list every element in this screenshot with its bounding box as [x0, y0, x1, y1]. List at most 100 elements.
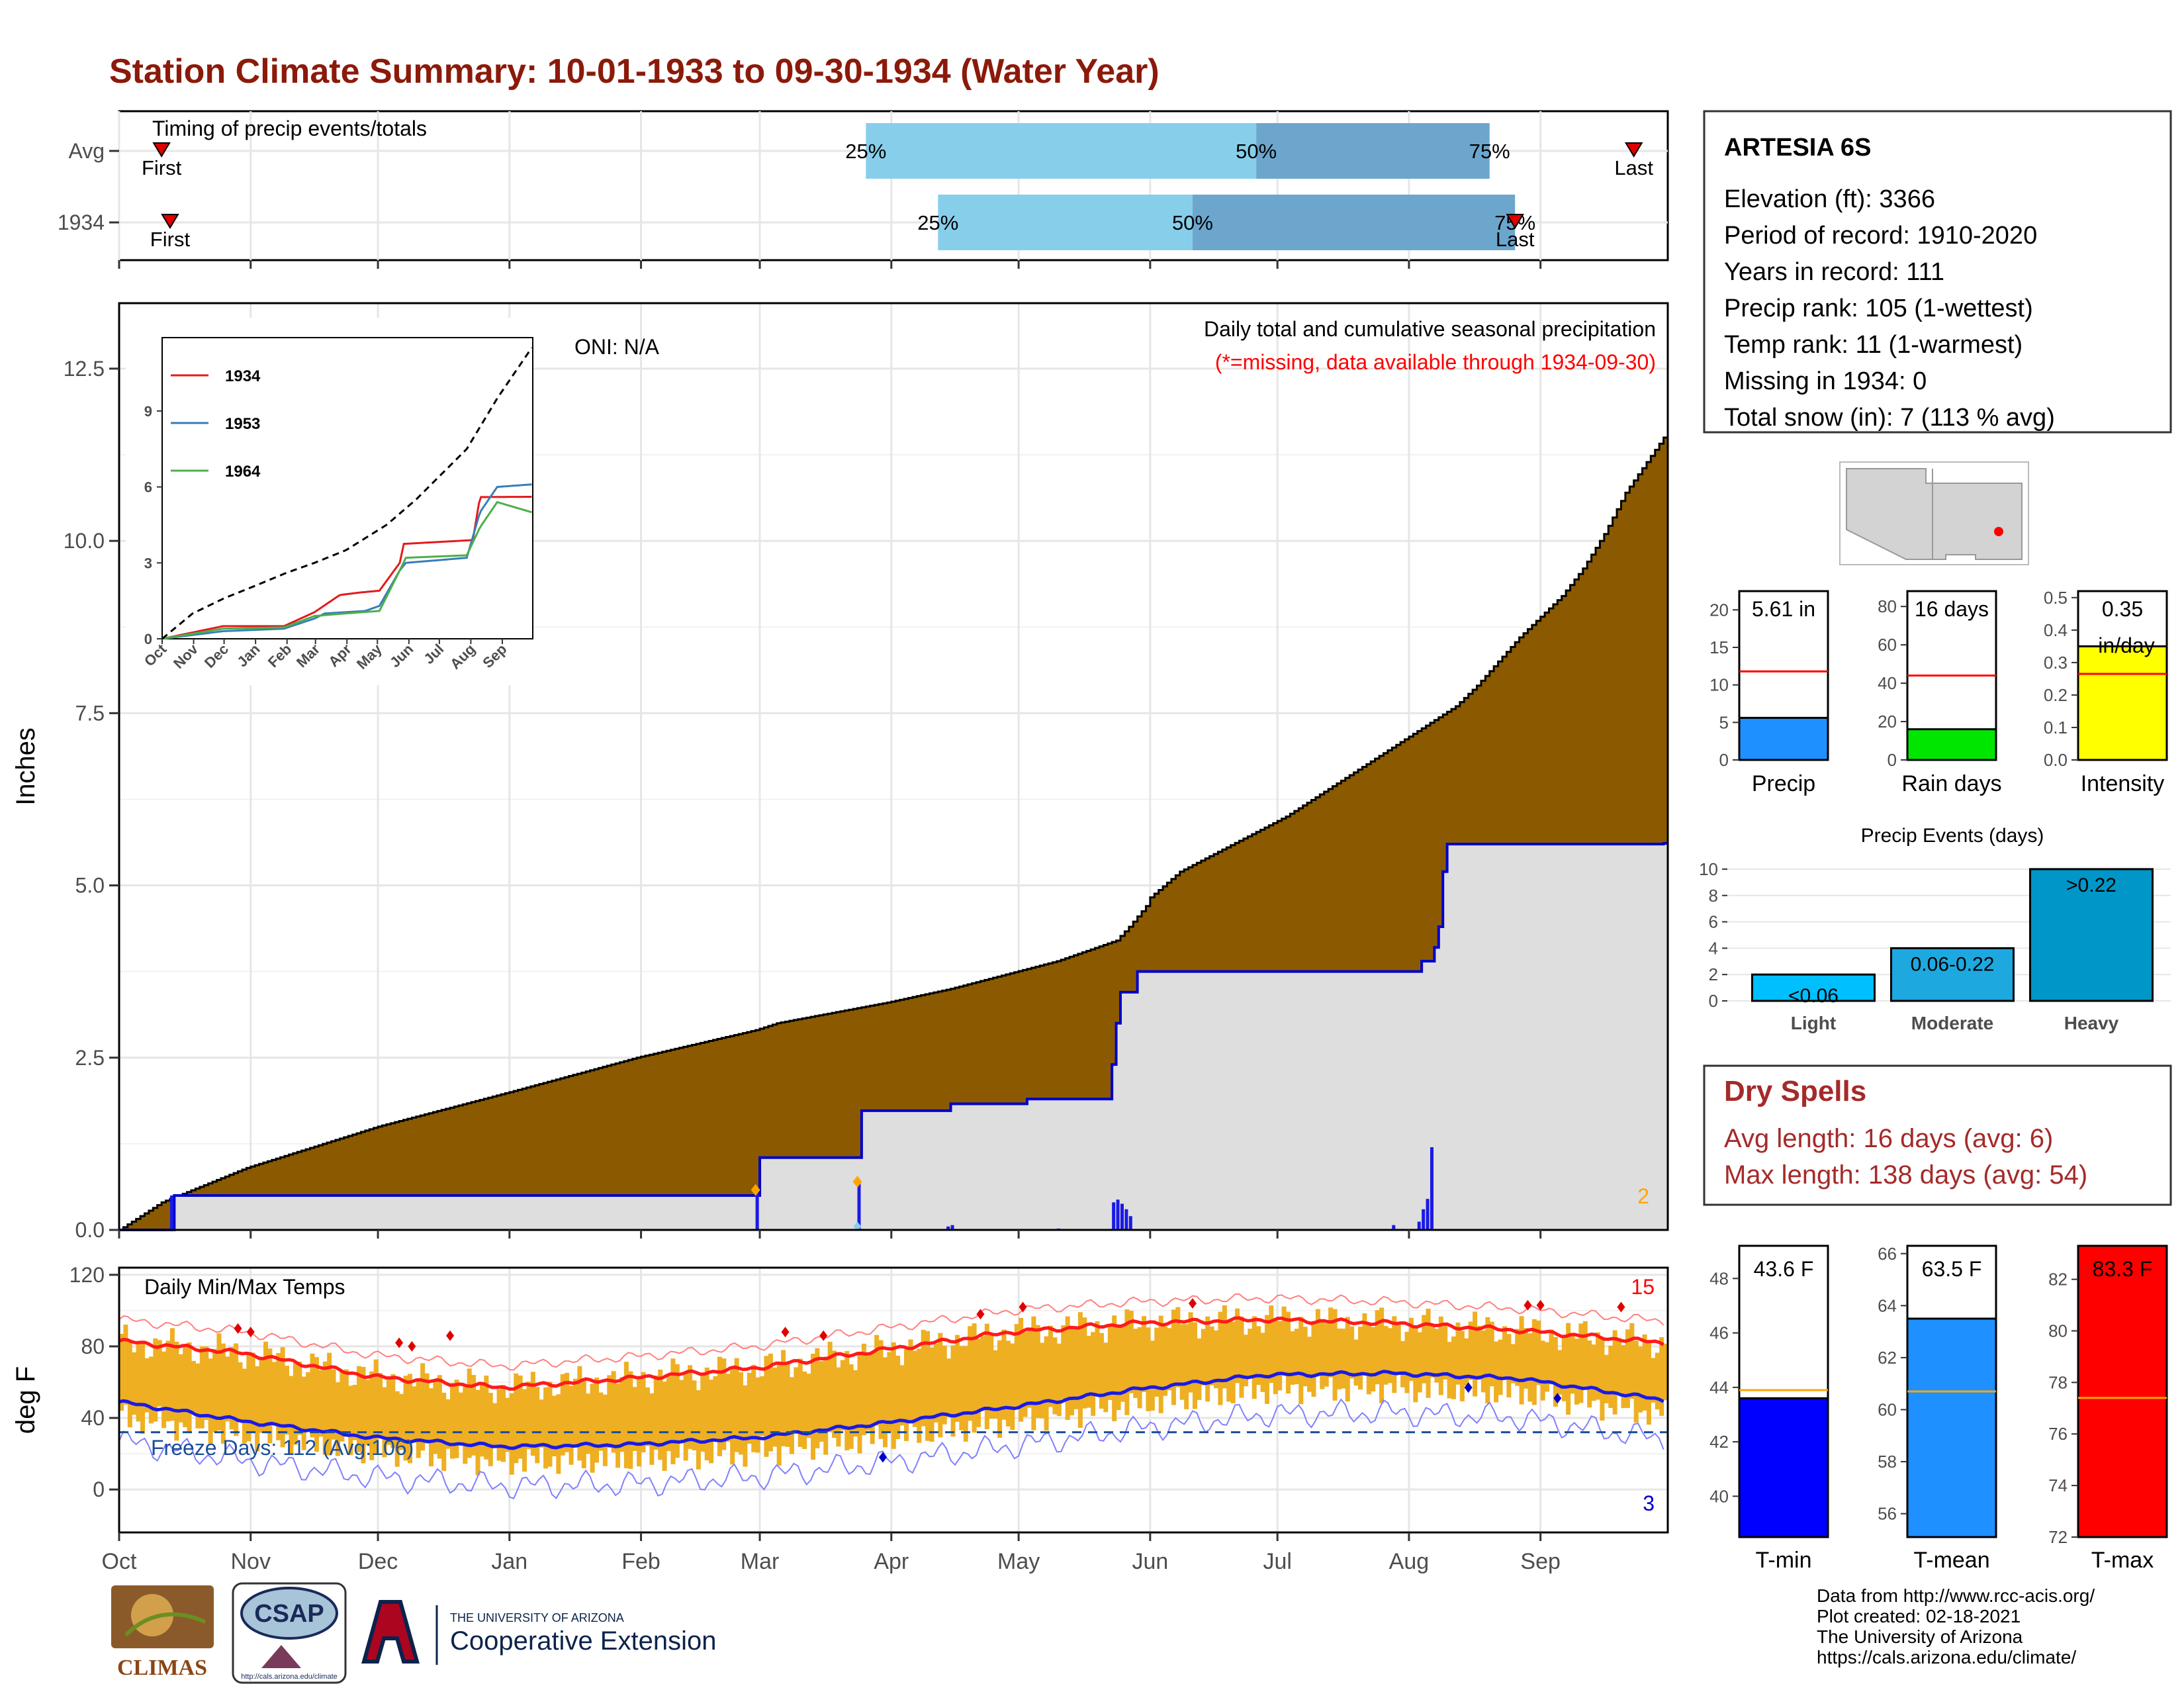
timing-bar-50-75: [1192, 195, 1516, 250]
normal-min-line: [118, 1370, 1664, 1450]
daily-temp-bar: [1459, 1331, 1465, 1401]
month-tick-label: Feb: [621, 1549, 660, 1574]
daily-temp-bar: [781, 1350, 786, 1446]
daily-precip-bar: [1116, 1199, 1120, 1230]
daily-temp-bar: [212, 1348, 218, 1432]
inset-series-1964: [161, 500, 532, 640]
daily-precip-bar: [1112, 1202, 1116, 1230]
precip-event-category: Light: [1791, 1013, 1836, 1033]
daily-temp-bar: [271, 1362, 277, 1425]
temp-chart-y-tick-label: 42: [1709, 1432, 1729, 1452]
daily-temp-bar: [1040, 1342, 1045, 1419]
daily-temp-bar: [1251, 1316, 1257, 1399]
daily-temp-bar: [776, 1362, 782, 1466]
daily-temp-bar: [607, 1375, 612, 1448]
daily-temp-bar: [225, 1356, 230, 1422]
daily-temp-bar: [178, 1354, 183, 1423]
mini-chart-y-tick-label: 0.5: [2044, 588, 2068, 608]
precip-y-tick-label: 7.5: [75, 701, 105, 725]
temp-y-tick-label: 120: [69, 1263, 105, 1287]
daily-temp-bar: [306, 1372, 311, 1432]
month-tick-label: Jul: [1263, 1549, 1291, 1574]
month-tick-label: Oct: [102, 1549, 137, 1574]
daily-temp-bar: [662, 1382, 667, 1472]
daily-temp-bar: [242, 1368, 247, 1444]
daily-precip-bar: [755, 1192, 759, 1230]
daily-temp-bar: [204, 1346, 209, 1421]
daily-temp-bar: [1387, 1328, 1392, 1383]
daily-temp-bar: [1023, 1332, 1028, 1417]
daily-temp-bar: [1561, 1337, 1567, 1401]
daily-temp-bar: [1642, 1334, 1647, 1411]
temp-panel: Daily Min/Max Temps Freeze Days: 112 (Av…: [11, 1263, 1669, 1574]
daily-temp-bar: [1086, 1336, 1091, 1408]
normal-max-line: [118, 1316, 1664, 1391]
daily-temp-bar: [1235, 1308, 1240, 1383]
precip-events-y-tick-label: 4: [1709, 938, 1718, 958]
daily-temp-bar: [1604, 1354, 1609, 1403]
station-info-line: Precip rank: 105 (1-wettest): [1724, 295, 2033, 322]
daily-temp-bar: [276, 1352, 281, 1440]
daily-precip-bar: [1422, 1209, 1426, 1230]
daily-temp-bar: [467, 1368, 472, 1458]
daily-temp-bar: [666, 1376, 672, 1452]
station-name: ARTESIA 6S: [1724, 134, 1871, 162]
last-event-marker: [1624, 142, 1643, 158]
daily-temp-bar: [140, 1340, 146, 1434]
daily-temp-bar: [802, 1371, 807, 1450]
station-info-box: ARTESIA 6S Elevation (ft): 3366 Period of…: [1703, 110, 2172, 434]
last-event-label: Last: [1614, 156, 1653, 179]
mini-chart-y-tick-label: 20: [1878, 712, 1897, 731]
daily-temp-bar: [649, 1393, 655, 1465]
snow-marker-small: [853, 1221, 862, 1231]
daily-precip-bars: [169, 1147, 1433, 1230]
daily-temp-bar: [454, 1380, 459, 1458]
daily-temp-bar: [1366, 1323, 1371, 1395]
daily-temp-bar: [1434, 1329, 1439, 1383]
daily-temp-bar: [586, 1393, 591, 1454]
temp-chart-title: T-max: [2091, 1548, 2154, 1573]
daily-temp-bar: [565, 1372, 570, 1452]
daily-temp-bar: [641, 1372, 646, 1453]
daily-temp-bar: [857, 1351, 862, 1454]
daily-temp-bar: [1248, 1329, 1253, 1379]
daily-temp-bar: [1302, 1327, 1308, 1387]
dry-spells-box: Dry Spells Avg length: 16 days (avg: 6) …: [1703, 1064, 2172, 1206]
mini-bar-charts: 5.61 in 0 5 10 15 20 Precip 16 days 0 20 40 60 80 Rai…: [1709, 588, 2168, 796]
daily-temp-bar: [1358, 1327, 1363, 1390]
daily-temp-bar: [1281, 1306, 1287, 1374]
daily-temp-bar: [921, 1329, 926, 1427]
daily-temp-bar: [1112, 1315, 1117, 1421]
daily-temp-bar: [437, 1375, 442, 1459]
precip-events-chart: Precip Events (days) 0 2 4 6 8 10 <0.06 Light 0.0…: [1699, 825, 2171, 1033]
daily-temp-bar: [199, 1346, 205, 1429]
daily-temp-bar: [543, 1387, 549, 1469]
daily-temp-bar: [1001, 1329, 1007, 1420]
daily-temp-bar: [929, 1347, 934, 1442]
daily-temp-bar: [844, 1350, 850, 1451]
daily-temp-bar: [560, 1374, 565, 1456]
daily-temp-bar: [980, 1336, 985, 1411]
month-tick-label: May: [997, 1549, 1040, 1574]
daily-temp-bar: [1137, 1327, 1142, 1409]
mini-chart-value-bar: [1738, 716, 1829, 761]
mini-chart-y-tick-label: 40: [1878, 673, 1897, 693]
daily-temp-bar: [1048, 1325, 1054, 1407]
daily-temp-bar: [1578, 1323, 1584, 1403]
snow-marker: [852, 1176, 862, 1188]
daily-temp-bar: [590, 1383, 595, 1473]
daily-temp-bar: [1273, 1319, 1278, 1394]
mini-chart-value-unit: in/day: [2098, 633, 2154, 657]
climas-logo: CLIMAS: [111, 1585, 214, 1680]
daily-temp-bar: [1489, 1321, 1494, 1387]
daily-temp-bar: [725, 1374, 731, 1442]
daily-temp-bar: [144, 1358, 150, 1413]
first-event-label: First: [142, 156, 182, 179]
daily-temp-bar: [390, 1374, 396, 1448]
daily-temp-bar: [1651, 1358, 1656, 1403]
daily-temp-bar: [785, 1362, 790, 1447]
mini-chart-rain-days: 16 days 0 20 40 60 80 Rain days: [1878, 590, 2002, 796]
mini-chart-title: Precip: [1752, 771, 1815, 796]
daily-temp-bar: [870, 1352, 875, 1444]
daily-temp-bar: [1142, 1316, 1147, 1392]
